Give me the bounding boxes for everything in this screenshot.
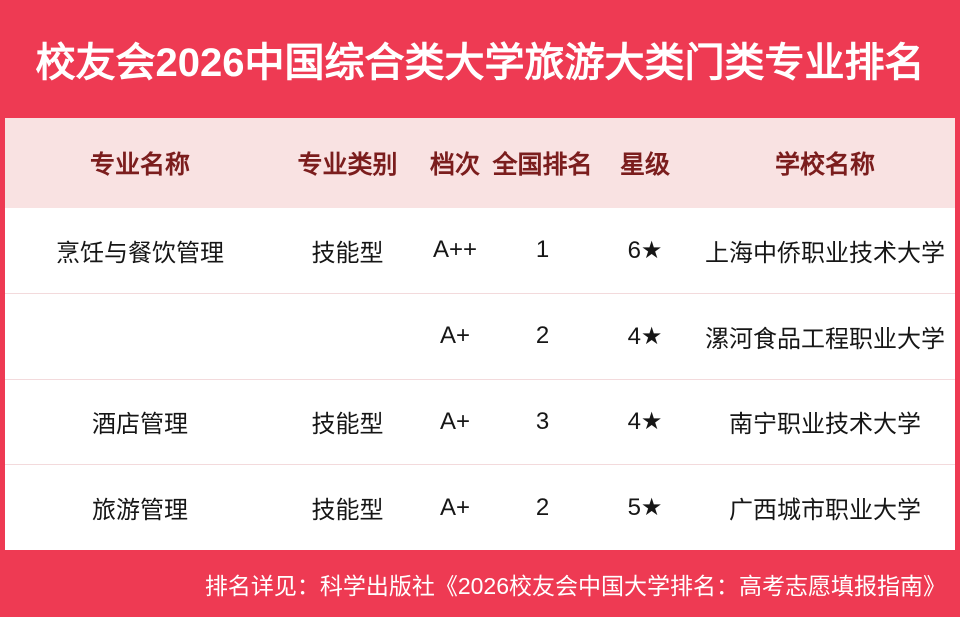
cell-major: 酒店管理 — [92, 411, 188, 439]
cell-grade: A+ — [439, 322, 471, 350]
cell-school: 广西城市职业大学 — [729, 497, 921, 525]
cell-major: 烹饪与餐饮管理 — [56, 239, 224, 267]
column-header-major: 专业名称 — [89, 151, 190, 179]
column-header-grade: 档次 — [429, 151, 480, 179]
cell-star-level: 5★ — [627, 494, 663, 522]
cell-school: 漯河食品工程职业大学 — [705, 325, 945, 353]
table-header-row: 专业名称 专业类别 档次 全国排名 星级 学校名称 — [5, 118, 955, 208]
page-title: 校友会2026中国综合类大学旅游大类门类专业排名 — [35, 41, 925, 85]
cell-school: 上海中侨职业技术大学 — [705, 239, 945, 267]
title-bar: 校友会2026中国综合类大学旅游大类门类专业排名 — [0, 0, 960, 118]
cell-grade: A+ — [439, 407, 471, 435]
cell-grade: A++ — [432, 236, 478, 264]
cell-category: 技能型 — [311, 411, 384, 439]
column-header-school: 学校名称 — [774, 151, 875, 179]
cell-category: 技能型 — [311, 239, 384, 267]
column-header-category: 专业类别 — [297, 151, 398, 179]
footer-bar: 排名详见：科学出版社《2026校友会中国大学排名：高考志愿填报指南》 — [0, 550, 960, 617]
ranking-table: 专业名称 专业类别 档次 全国排名 星级 学校名称 烹饪与餐饮管理 技能型 A+… — [5, 118, 955, 550]
table-row: A+ 2 4★ 漯河食品工程职业大学 — [5, 292, 955, 379]
cell-major: 旅游管理 — [92, 497, 188, 525]
footer-note: 排名详见：科学出版社《2026校友会中国大学排名：高考志愿填报指南》 — [204, 572, 946, 599]
cell-school: 南宁职业技术大学 — [729, 411, 921, 439]
column-header-national-rank: 全国排名 — [492, 151, 593, 179]
cell-category: 技能型 — [311, 497, 384, 525]
table-row: 烹饪与餐饮管理 技能型 A++ 1 6★ 上海中侨职业技术大学 — [5, 208, 955, 293]
cell-star-level: 4★ — [627, 408, 663, 436]
cell-national-rank: 2 — [535, 493, 550, 521]
cell-grade: A+ — [439, 493, 471, 521]
table-row: 旅游管理 技能型 A+ 2 5★ 广西城市职业大学 — [5, 464, 955, 550]
cell-star-level: 6★ — [627, 236, 663, 264]
cell-national-rank: 2 — [535, 322, 550, 350]
cell-national-rank: 3 — [535, 407, 550, 435]
cell-star-level: 4★ — [627, 322, 663, 350]
table-body: 烹饪与餐饮管理 技能型 A++ 1 6★ 上海中侨职业技术大学 A+ 2 4★ … — [5, 208, 955, 550]
cell-national-rank: 1 — [535, 236, 550, 264]
table-row: 酒店管理 技能型 A+ 3 4★ 南宁职业技术大学 — [5, 378, 955, 465]
column-header-star-level: 星级 — [619, 151, 670, 179]
